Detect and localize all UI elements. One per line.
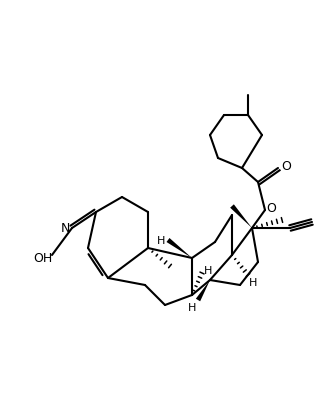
Polygon shape bbox=[230, 204, 252, 228]
Text: OH: OH bbox=[34, 252, 53, 265]
Text: H: H bbox=[188, 303, 196, 313]
Text: N: N bbox=[60, 223, 70, 236]
Text: O: O bbox=[281, 160, 291, 173]
Text: H: H bbox=[157, 236, 165, 246]
Text: H: H bbox=[204, 266, 212, 276]
Polygon shape bbox=[196, 280, 210, 301]
Text: H: H bbox=[249, 278, 257, 288]
Polygon shape bbox=[167, 238, 192, 258]
Text: O: O bbox=[266, 202, 276, 215]
